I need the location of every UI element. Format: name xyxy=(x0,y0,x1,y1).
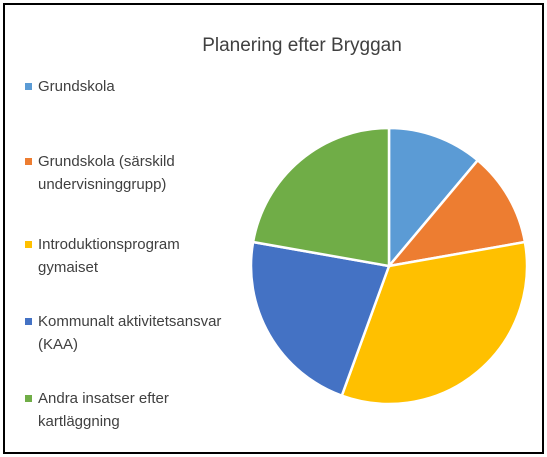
legend-item: Grundskola (särskild undervisninggrupp) xyxy=(25,150,243,196)
legend-swatch xyxy=(25,83,32,90)
legend-swatch xyxy=(25,395,32,402)
pie-slice xyxy=(385,158,527,268)
legend-swatch xyxy=(25,318,32,325)
legend-label: Introduktionsprogram gymaiset xyxy=(38,236,180,276)
pie-area xyxy=(249,126,529,406)
chart: Planering efter Bryggan Grundskola Grunds… xyxy=(3,3,544,454)
pie-slice xyxy=(340,240,529,406)
legend-item: Kommunalt aktivitetsansvar (KAA) xyxy=(25,310,243,356)
legend-swatch xyxy=(25,241,32,248)
legend-label: Grundskola xyxy=(38,78,115,95)
legend-label: Kommunalt aktivitetsansvar (KAA) xyxy=(38,313,222,353)
legend-label: Grundskola (särskild undervisninggrupp) xyxy=(38,153,175,193)
pie-slice xyxy=(251,126,391,268)
pie-slice xyxy=(387,126,480,270)
pie-slice xyxy=(249,240,391,398)
legend-item: Andra insatser efter kartläggning xyxy=(25,387,243,433)
legend-item: Grundskola xyxy=(25,75,243,98)
chart-title: Planering efter Bryggan xyxy=(202,35,402,56)
legend-item: Introduktionsprogram gymaiset xyxy=(25,233,243,279)
legend-label: Andra insatser efter kartläggning xyxy=(38,390,169,430)
legend-swatch xyxy=(25,158,32,165)
